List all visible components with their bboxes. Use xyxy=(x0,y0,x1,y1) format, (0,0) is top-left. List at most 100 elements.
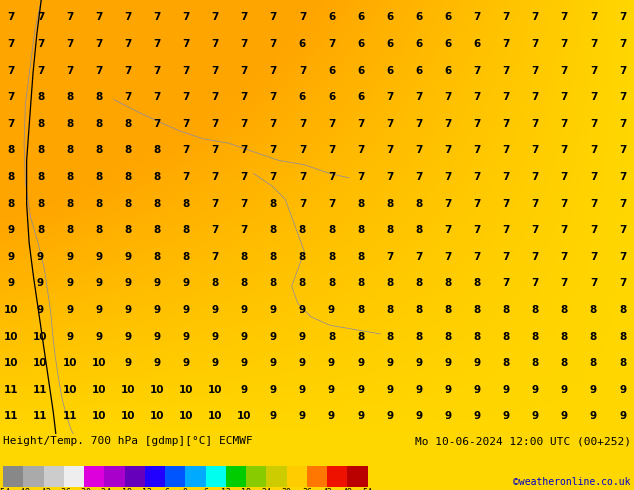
Bar xyxy=(64,466,84,487)
Text: 7: 7 xyxy=(240,39,248,49)
Text: 8: 8 xyxy=(95,198,102,209)
Text: 7: 7 xyxy=(124,12,131,23)
Text: 8: 8 xyxy=(8,198,15,209)
Text: 7: 7 xyxy=(328,39,335,49)
Text: 8: 8 xyxy=(357,278,365,288)
Text: 8: 8 xyxy=(37,92,44,102)
Text: 7: 7 xyxy=(183,119,190,129)
Text: 8: 8 xyxy=(95,119,102,129)
Text: 9: 9 xyxy=(95,252,102,262)
Text: 8: 8 xyxy=(124,119,131,129)
Text: 8: 8 xyxy=(66,92,74,102)
Bar xyxy=(125,466,145,487)
Text: 9: 9 xyxy=(124,305,131,315)
Text: -12: -12 xyxy=(138,489,152,490)
Text: 8: 8 xyxy=(474,305,481,315)
Text: 9: 9 xyxy=(590,411,597,421)
Text: 7: 7 xyxy=(503,252,510,262)
Text: 7: 7 xyxy=(590,278,597,288)
Text: 10: 10 xyxy=(179,411,193,421)
Text: 9: 9 xyxy=(357,411,364,421)
Text: 7: 7 xyxy=(560,66,568,75)
Text: 9: 9 xyxy=(8,252,15,262)
Text: 8: 8 xyxy=(415,305,422,315)
Text: 9: 9 xyxy=(357,385,364,395)
Text: 8: 8 xyxy=(560,332,568,342)
Text: 11: 11 xyxy=(4,411,18,421)
Text: 8: 8 xyxy=(560,358,568,368)
Text: 0: 0 xyxy=(183,489,188,490)
Text: 7: 7 xyxy=(531,92,539,102)
Text: 9: 9 xyxy=(37,305,44,315)
Text: 10: 10 xyxy=(179,385,193,395)
Text: 8: 8 xyxy=(503,332,510,342)
Text: 9: 9 xyxy=(386,385,393,395)
Text: 9: 9 xyxy=(95,305,102,315)
Text: 7: 7 xyxy=(212,12,219,23)
Text: 9: 9 xyxy=(37,278,44,288)
Text: 9: 9 xyxy=(124,278,131,288)
Text: 7: 7 xyxy=(357,146,365,155)
Text: 7: 7 xyxy=(590,92,597,102)
Text: 7: 7 xyxy=(619,172,626,182)
Text: Mo 10-06-2024 12:00 UTC (00+252): Mo 10-06-2024 12:00 UTC (00+252) xyxy=(415,437,631,446)
Text: 9: 9 xyxy=(328,305,335,315)
Text: 7: 7 xyxy=(590,225,597,235)
Bar xyxy=(84,466,105,487)
Text: 7: 7 xyxy=(8,12,15,23)
Bar xyxy=(165,466,185,487)
Text: 7: 7 xyxy=(386,172,394,182)
Text: 7: 7 xyxy=(531,146,539,155)
Text: 7: 7 xyxy=(66,39,74,49)
Text: 7: 7 xyxy=(590,66,597,75)
Bar xyxy=(327,466,347,487)
Text: 7: 7 xyxy=(444,225,451,235)
Text: 8: 8 xyxy=(444,278,451,288)
Text: 11: 11 xyxy=(33,411,48,421)
Text: 7: 7 xyxy=(619,12,626,23)
Text: 7: 7 xyxy=(328,198,335,209)
Text: 7: 7 xyxy=(503,146,510,155)
Text: 10: 10 xyxy=(150,411,164,421)
Text: 7: 7 xyxy=(531,278,539,288)
Text: 7: 7 xyxy=(386,119,394,129)
Text: 6: 6 xyxy=(386,39,393,49)
Text: 7: 7 xyxy=(560,39,568,49)
Text: 6: 6 xyxy=(415,66,422,75)
Text: 7: 7 xyxy=(531,66,539,75)
Text: 7: 7 xyxy=(560,225,568,235)
Text: 8: 8 xyxy=(590,305,597,315)
Text: 7: 7 xyxy=(240,92,248,102)
Text: 9: 9 xyxy=(299,332,306,342)
Text: 6: 6 xyxy=(299,92,306,102)
Text: 10: 10 xyxy=(33,332,48,342)
Text: 7: 7 xyxy=(269,92,277,102)
Text: 9: 9 xyxy=(95,278,102,288)
Text: 8: 8 xyxy=(357,198,365,209)
Text: 7: 7 xyxy=(357,172,365,182)
Text: 6: 6 xyxy=(328,12,335,23)
Text: 7: 7 xyxy=(503,39,510,49)
Text: 7: 7 xyxy=(8,92,15,102)
Text: 6: 6 xyxy=(328,92,335,102)
Text: 7: 7 xyxy=(474,66,481,75)
Text: 8: 8 xyxy=(269,225,277,235)
Text: 7: 7 xyxy=(212,92,219,102)
Text: 10: 10 xyxy=(33,358,48,368)
Text: 7: 7 xyxy=(299,198,306,209)
Text: 9: 9 xyxy=(270,332,277,342)
Text: 8: 8 xyxy=(328,225,335,235)
Text: 8: 8 xyxy=(8,146,15,155)
Text: 9: 9 xyxy=(444,385,451,395)
Text: 9: 9 xyxy=(590,385,597,395)
Text: 10: 10 xyxy=(150,385,164,395)
Text: 10: 10 xyxy=(120,385,135,395)
Text: 8: 8 xyxy=(590,358,597,368)
Text: 8: 8 xyxy=(124,172,131,182)
Text: 7: 7 xyxy=(240,66,248,75)
Text: 7: 7 xyxy=(560,278,568,288)
Text: 9: 9 xyxy=(619,385,626,395)
Text: -18: -18 xyxy=(117,489,132,490)
Text: 8: 8 xyxy=(269,198,277,209)
Text: 8: 8 xyxy=(95,172,102,182)
